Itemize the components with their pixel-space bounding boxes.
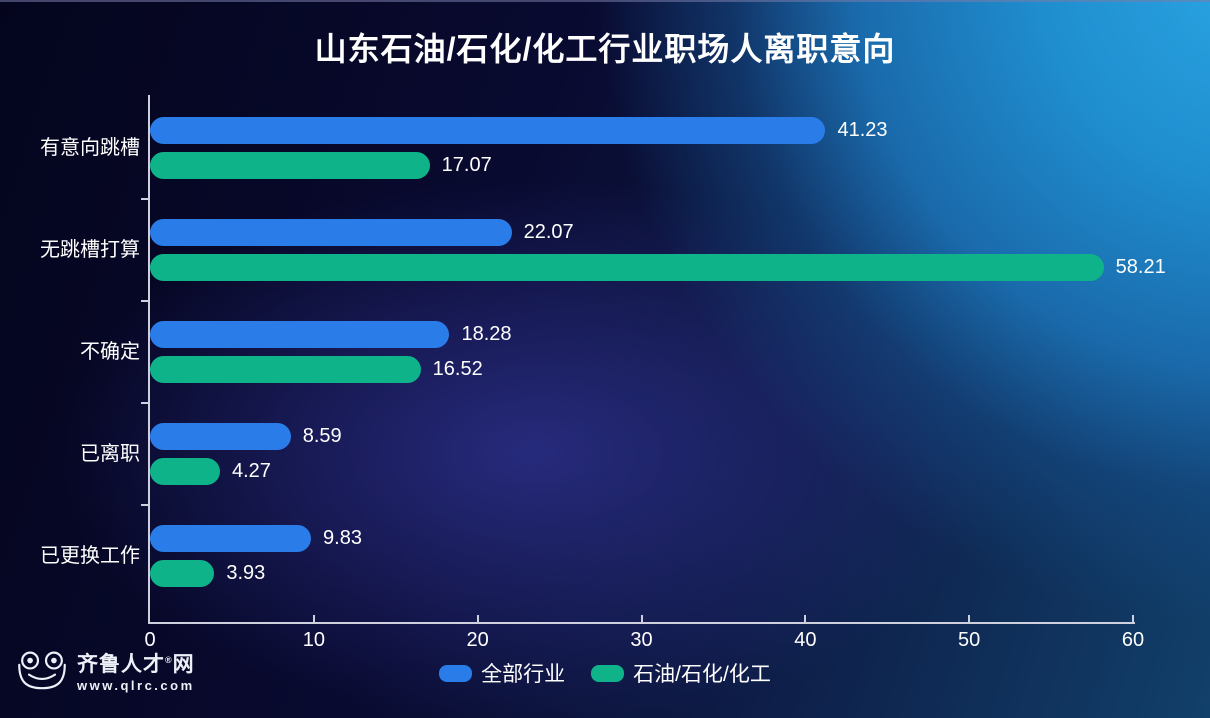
- brand-text: 齐鲁人才®网 www.qlrc.com: [77, 654, 195, 692]
- bar-value-label: 58.21: [1115, 255, 1166, 278]
- x-axis-tick: [968, 615, 971, 622]
- bar-value-label: 4.27: [231, 459, 271, 482]
- bar-value-label: 18.28: [461, 322, 512, 345]
- x-axis-tick-label: 40: [794, 629, 817, 651]
- brand-name-main: 齐鲁人才: [77, 653, 165, 676]
- x-axis-tick-label: 10: [302, 629, 325, 651]
- category-label: 已更换工作: [40, 544, 140, 567]
- brand-name: 齐鲁人才®网: [77, 654, 195, 675]
- y-axis-tick: [141, 299, 148, 302]
- category-label: 已离职: [80, 442, 140, 465]
- bar-petrochemical: [150, 253, 1104, 281]
- legend-swatch-blue: [439, 664, 473, 682]
- brand-name-suffix: 网: [172, 653, 195, 676]
- bar-value-label: 16.52: [432, 357, 483, 380]
- x-axis-tick-label: 0: [144, 629, 156, 651]
- y-axis-tick: [141, 503, 148, 506]
- legend-swatch-green: [591, 664, 625, 682]
- category-label: 不确定: [80, 340, 140, 363]
- category-label: 无跳槽打算: [40, 238, 140, 261]
- bar-petrochemical: [150, 151, 430, 179]
- bar-all-industries: [150, 218, 512, 246]
- bar-value-label: 9.83: [323, 526, 362, 549]
- frog-logo-icon: [18, 651, 66, 690]
- legend-label: 石油/石化/化工: [633, 663, 771, 686]
- bar-petrochemical: [150, 559, 215, 587]
- chart-legend: 全部行业 石油/石化/化工: [0, 658, 1210, 688]
- x-axis-tick: [804, 615, 807, 622]
- bar-all-industries: [150, 116, 826, 144]
- chart-title: 山东石油/石化/化工行业职场人离职意向: [314, 31, 896, 67]
- legend-label: 全部行业: [481, 663, 566, 686]
- x-axis-tick-label: 60: [1121, 629, 1145, 651]
- bar-all-industries: [150, 422, 291, 450]
- y-axis-line: [148, 95, 150, 624]
- y-axis-tick: [141, 401, 148, 404]
- bar-petrochemical: [150, 457, 220, 485]
- legend-item-all-industries: 全部行业: [439, 658, 565, 688]
- legend-item-petrochemical: 石油/石化/化工: [591, 658, 771, 688]
- bar-value-label: 17.07: [441, 153, 492, 176]
- x-axis-tick: [476, 615, 479, 622]
- x-axis-tick-label: 30: [630, 629, 653, 651]
- x-axis-line: [148, 622, 1135, 624]
- bar-value-label: 22.07: [523, 220, 574, 243]
- top-edge-line: [0, 0, 1210, 2]
- brand-url: www.qlrc.com: [77, 678, 195, 693]
- bar-petrochemical: [150, 355, 421, 383]
- x-axis-tick-label: 20: [466, 629, 489, 651]
- bar-value-label: 8.59: [302, 424, 342, 447]
- bar-value-label: 41.23: [837, 118, 888, 141]
- x-axis-tick-label: 50: [958, 629, 981, 651]
- category-label: 有意向跳槽: [40, 136, 140, 159]
- bar-value-label: 3.93: [226, 561, 266, 584]
- bar-all-industries: [150, 524, 312, 552]
- registered-mark: ®: [165, 655, 173, 665]
- x-axis-tick: [640, 615, 643, 622]
- y-axis-tick: [141, 197, 148, 200]
- site-branding: 齐鲁人才®网 www.qlrc.com: [16, 650, 195, 696]
- bar-all-industries: [150, 320, 450, 348]
- x-axis-tick: [312, 615, 315, 622]
- x-axis-tick: [1132, 615, 1134, 622]
